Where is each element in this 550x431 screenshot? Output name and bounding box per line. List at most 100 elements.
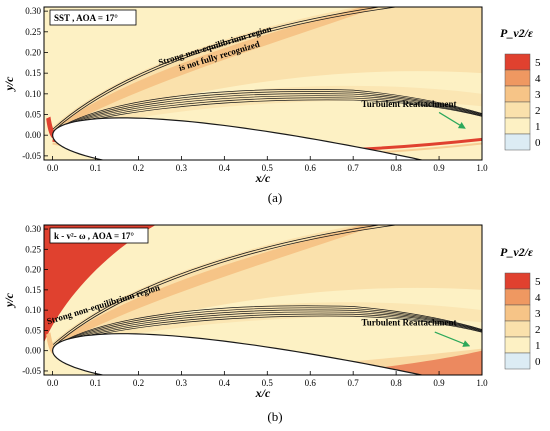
airfoil-body: [51, 333, 425, 375]
bubble-contour-line: [52, 305, 482, 348]
legend-level-label: 1: [535, 121, 541, 133]
x-tick-label: 1.0: [476, 163, 488, 173]
y-tick-label: 0.15: [25, 68, 41, 78]
legend-level-label: 2: [535, 105, 541, 117]
x-tick-label: 0.3: [176, 378, 188, 388]
bubble-contour-line: [52, 309, 482, 348]
bubble-contour-line: [52, 307, 482, 348]
mid-production-region-lower: [129, 348, 482, 375]
y-tick-label: 0.05: [25, 110, 41, 120]
reattachment-arrow: [438, 111, 466, 129]
bubble-contour-line: [52, 95, 482, 133]
legend-swatch: [504, 304, 531, 322]
y-tick-label: 0.10: [25, 305, 41, 315]
legend-swatch: [504, 69, 531, 87]
y-tick-label: 0.30: [25, 6, 41, 16]
legend-level-label: 5: [535, 276, 541, 288]
x-tick-label: 0.4: [219, 163, 231, 173]
case-title: k - v²- ω , AOA = 17°: [54, 231, 134, 241]
legend-level-label: 0: [535, 137, 541, 149]
bubble-contour-line: [52, 311, 482, 348]
x-tick-label: 0.5: [262, 163, 274, 173]
y-tick-label: 0.00: [25, 346, 41, 356]
plot-frame: [43, 224, 483, 376]
legend-level-label: 5: [535, 57, 541, 69]
colorbar-legend: P_v2/ε 5 4 3 2 1 0: [500, 26, 541, 151]
y-tick-label: 0.30: [25, 224, 41, 234]
y-axis-label: y/c: [2, 292, 16, 309]
legend-level-label: 1: [535, 340, 541, 352]
x-tick-label: 0.8: [390, 378, 402, 388]
x-tick-label: 0.5: [262, 378, 274, 388]
x-axis: 0.0 0.1 0.2 0.3 0.4 0.5 0.6 0.7 0.8 0.9 1.0: [47, 156, 488, 173]
case-title: SST , AOA = 17°: [54, 13, 118, 23]
legend-level-label: 0: [535, 356, 541, 368]
y-tick-label: 0.25: [25, 27, 41, 37]
bubble-contour-line: [52, 91, 482, 133]
legend-swatch: [504, 53, 531, 71]
annotation-text: Turbulent Reattachment: [362, 318, 457, 328]
legend-swatch: [504, 352, 531, 370]
x-axis-label: x/c: [255, 386, 271, 400]
x-tick-label: 0.0: [47, 163, 59, 173]
shear-contour-line: [52, 225, 383, 346]
y-axis: 0.30 0.25 0.20 0.15 0.10 0.05 0.00 -0.05: [22, 6, 48, 161]
legend-level-label: 2: [535, 324, 541, 336]
y-tick-label: 0.05: [25, 325, 41, 335]
chart-panel-b: 0.0 0.1 0.2 0.3 0.4 0.5 0.6 0.7 0.8 0.9 1.0 0.30 0.2…: [2, 224, 541, 424]
legend-swatch: [504, 336, 531, 354]
shear-contour-line: [52, 7, 382, 130]
plot-area: [44, 7, 482, 160]
legend-swatch: [504, 85, 531, 103]
shear-contour-line: [52, 225, 397, 348]
panel-label: (a): [268, 190, 282, 205]
legend-swatch: [504, 133, 531, 151]
legend-title: P_v2/ε: [500, 26, 533, 40]
title-box: [49, 9, 137, 26]
high-production-region: [44, 225, 156, 343]
x-tick-label: 0.7: [348, 378, 360, 388]
x-tick-label: 0.9: [433, 378, 445, 388]
y-tick-label: -0.05: [22, 366, 41, 376]
legend-swatch: [504, 320, 531, 338]
y-axis-label: y/c: [2, 76, 16, 93]
legend-level-label: 4: [535, 73, 541, 85]
x-tick-label: 0.1: [90, 163, 101, 173]
x-tick-label: 0.0: [47, 378, 59, 388]
x-tick-label: 0.2: [133, 163, 144, 173]
shear-contour-line: [52, 7, 397, 133]
chart-panel-a: 0.0 0.1 0.2 0.3 0.4 0.5 0.6 0.7 0.8 0.9 1.0 0.30 0.2…: [2, 6, 541, 205]
bubble-contour-line: [52, 97, 482, 133]
y-tick-label: 0.10: [25, 89, 41, 99]
y-tick-label: 0.25: [25, 244, 41, 254]
bubble-contour-line: [52, 93, 482, 133]
legend-level-label: 3: [535, 89, 541, 101]
x-tick-label: 1.0: [476, 378, 488, 388]
x-tick-label: 0.1: [90, 378, 101, 388]
bubble-contour-line: [52, 89, 482, 133]
x-tick-label: 0.6: [305, 378, 317, 388]
y-tick-label: -0.05: [22, 151, 41, 161]
x-tick-label: 0.8: [390, 163, 402, 173]
legend-swatch: [504, 272, 531, 290]
annotation-text: Turbulent Reattachment: [362, 99, 457, 109]
airfoil-body: [51, 117, 425, 160]
y-axis: 0.30 0.25 0.20 0.15 0.10 0.05 0.00 -0.05: [22, 224, 48, 376]
legend-swatch: [504, 288, 531, 306]
legend-swatch: [504, 117, 531, 135]
legend-level-label: 3: [535, 308, 541, 320]
x-tick-label: 0.4: [219, 378, 231, 388]
x-axis-label: x/c: [255, 171, 271, 185]
x-axis: 0.0 0.1 0.2 0.3 0.4 0.5 0.6 0.7 0.8 0.9 1.0: [47, 371, 488, 388]
x-tick-label: 0.2: [133, 378, 144, 388]
panel-label: (b): [267, 409, 282, 424]
wake-band: [52, 302, 482, 351]
y-tick-label: 0.00: [25, 130, 41, 140]
title-box: [49, 227, 149, 244]
x-tick-label: 0.9: [433, 163, 445, 173]
y-tick-label: 0.20: [25, 47, 41, 57]
y-tick-label: 0.15: [25, 285, 41, 295]
wake-band: [52, 85, 482, 136]
x-tick-label: 0.3: [176, 163, 188, 173]
